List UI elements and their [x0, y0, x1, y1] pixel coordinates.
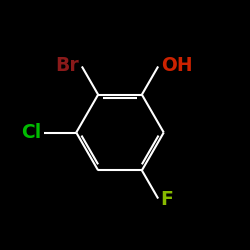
Text: Br: Br: [56, 56, 80, 75]
Text: OH: OH: [161, 56, 192, 75]
Text: F: F: [161, 190, 173, 209]
Text: Cl: Cl: [21, 123, 41, 142]
